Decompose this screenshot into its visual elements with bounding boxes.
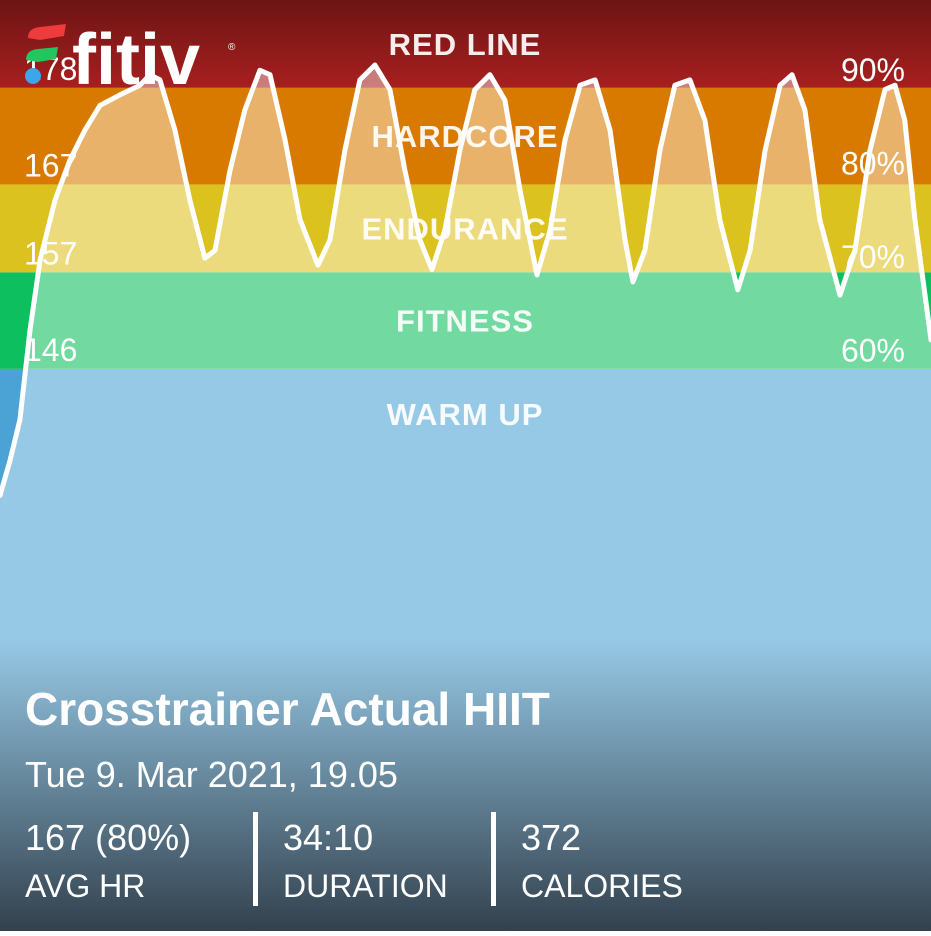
logo-stripe	[26, 47, 58, 62]
zone-name: RED LINE	[389, 27, 542, 62]
stat-label: CALORIES	[521, 868, 683, 904]
zone-name: FITNESS	[396, 304, 534, 339]
top-shade	[0, 0, 931, 88]
y2-tick-label: 80%	[841, 145, 905, 181]
zone-band	[0, 272, 931, 369]
zone-band	[0, 184, 931, 273]
y-tick-label: 146	[24, 332, 77, 368]
workout-title: Crosstrainer Actual HIIT	[25, 683, 550, 735]
stat-value: 34:10	[283, 817, 373, 858]
zone-name: WARM UP	[387, 397, 544, 432]
stat-divider	[253, 812, 258, 906]
logo: fitiv ®	[25, 20, 236, 100]
brand-mark: ®	[228, 42, 236, 53]
y2-tick-label: 90%	[841, 52, 905, 88]
y-tick-label: 157	[24, 235, 77, 271]
stat-value: 167 (80%)	[25, 817, 191, 858]
workout-date: Tue 9. Mar 2021, 19.05	[25, 754, 398, 795]
zone-name: ENDURANCE	[361, 211, 568, 246]
logo-stripe	[28, 24, 66, 40]
logo-dot	[25, 68, 41, 84]
heart-rate-line	[0, 62, 931, 498]
stat-label: AVG HR	[25, 868, 145, 904]
stat-value: 372	[521, 817, 581, 858]
footer-shade	[0, 640, 931, 931]
stat-divider	[491, 812, 496, 906]
y2-tick-label: 60%	[841, 333, 905, 369]
stat-label: DURATION	[283, 868, 448, 904]
brand: fitiv	[72, 20, 200, 100]
